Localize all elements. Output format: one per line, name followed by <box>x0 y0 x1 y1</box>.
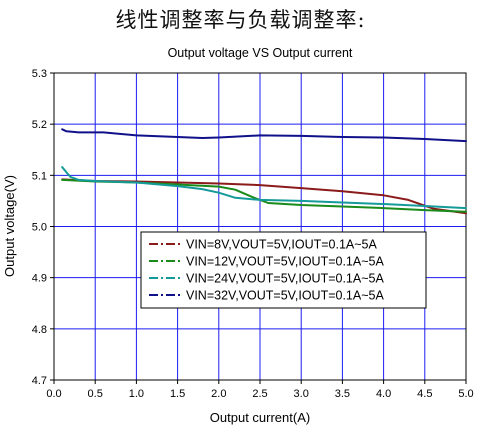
chart-title: Output voltage VS Output current <box>168 46 353 60</box>
series-line-4 <box>61 128 467 143</box>
legend-label-2: VIN=12V,VOUT=5V,IOUT=0.1A~5A <box>186 255 384 269</box>
legend-label-1: VIN=8V,VOUT=5V,IOUT=0.1A~5A <box>186 238 378 252</box>
x-tick-label: 3.0 <box>294 388 309 400</box>
legend: VIN=8V,VOUT=5V,IOUT=0.1A~5A VIN=12V,VOUT=… <box>140 231 427 309</box>
x-tick-label: 4.0 <box>376 388 391 400</box>
y-tick-label: 5.1 <box>32 170 47 182</box>
y-tick-label: 4.9 <box>32 273 47 285</box>
y-tick-label: 4.7 <box>32 375 47 387</box>
gridlines <box>54 73 466 380</box>
x-tick-label: 0.5 <box>88 388 103 400</box>
x-tick-label: 1.0 <box>129 388 144 400</box>
legend-box <box>140 231 427 309</box>
x-tick-label: 3.5 <box>335 388 350 400</box>
x-axis-label: Output current(A) <box>210 410 310 425</box>
y-tick-label: 5.3 <box>32 68 47 80</box>
legend-label-4: VIN=32V,VOUT=5V,IOUT=0.1A~5A <box>186 289 384 303</box>
series-line-3 <box>61 166 467 210</box>
y-tick-label: 5.0 <box>32 222 47 234</box>
page-title: 线性调整率与负载调整率: <box>115 8 366 32</box>
x-tick-label: 5.0 <box>458 388 473 400</box>
x-tick-label: 4.5 <box>417 388 432 400</box>
axis-ticks: 0.0 0.5 1.0 1.5 2.0 2.5 3.0 3.5 4.0 4.5 5.0 4.7 4.8 4… <box>32 68 474 400</box>
x-tick-label: 2.0 <box>211 388 226 400</box>
x-tick-label: 2.5 <box>252 388 267 400</box>
y-tick-label: 5.2 <box>32 119 47 131</box>
x-tick-label: 1.5 <box>170 388 185 400</box>
legend-label-3: VIN=24V,VOUT=5V,IOUT=0.1A~5A <box>186 272 384 286</box>
series-line-1 <box>61 178 467 215</box>
data-series <box>61 128 467 215</box>
x-tick-label: 0.0 <box>46 388 61 400</box>
y-axis-label: Output voltage(V) <box>2 175 17 277</box>
y-tick-label: 4.8 <box>32 324 47 336</box>
